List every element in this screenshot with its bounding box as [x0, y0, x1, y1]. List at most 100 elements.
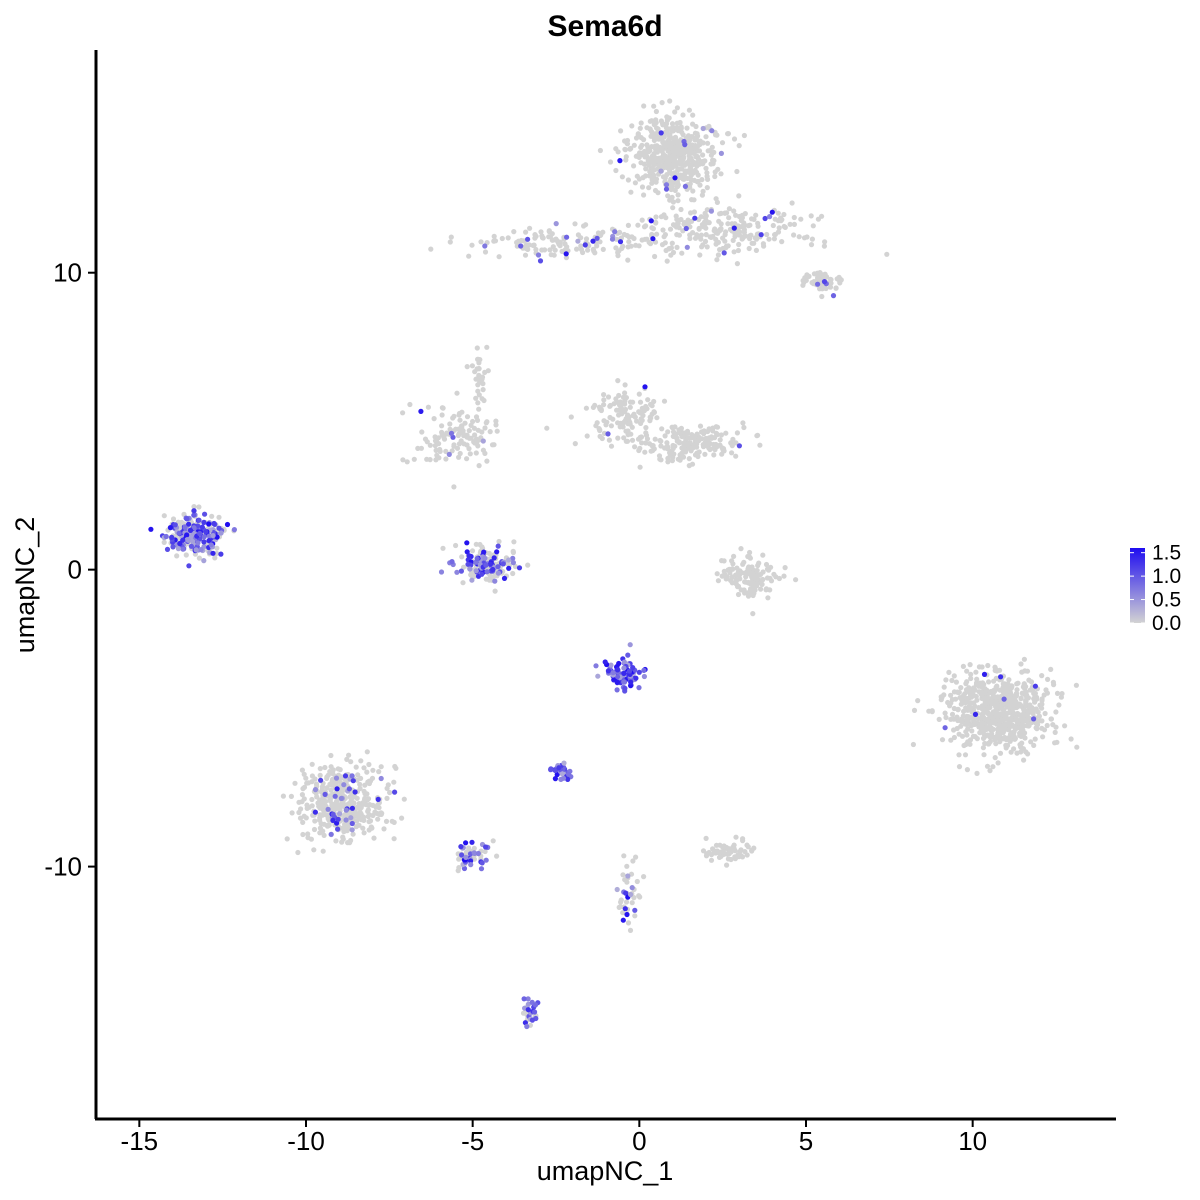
cell-point — [464, 456, 470, 462]
cell-point — [809, 280, 815, 286]
cell-point — [177, 540, 183, 547]
cell-point — [609, 236, 616, 242]
cell-point — [632, 907, 638, 913]
cell-point — [552, 247, 558, 253]
cell-point — [195, 540, 201, 546]
cell-point — [679, 434, 685, 440]
cell-point — [164, 546, 171, 553]
cell-point — [482, 249, 489, 255]
cell-point — [822, 239, 828, 245]
cell-point — [299, 767, 305, 773]
cell-point — [322, 791, 328, 798]
cell-point — [1024, 712, 1030, 718]
cell-point — [782, 565, 788, 571]
cell-point — [629, 437, 636, 443]
cell-point — [769, 209, 775, 215]
cell-point — [661, 398, 668, 404]
cell-point — [622, 906, 628, 912]
cell-point — [387, 789, 393, 796]
cell-point — [474, 556, 480, 562]
cell-point — [348, 815, 354, 821]
cell-point — [539, 235, 546, 241]
cell-point — [650, 168, 656, 174]
cell-point — [374, 804, 381, 810]
cell-point — [1021, 656, 1027, 662]
cell-point — [688, 142, 694, 148]
cell-point — [476, 392, 482, 398]
cell-point — [771, 236, 778, 242]
colorbar-ticks: 0.00.51.01.5 — [1130, 542, 1181, 635]
cell-point — [608, 443, 615, 449]
cell-point — [175, 546, 181, 552]
cell-point — [664, 114, 670, 120]
cell-point — [628, 243, 634, 249]
cell-point — [510, 570, 516, 577]
cell-point — [337, 811, 343, 817]
cell-point — [981, 702, 987, 708]
cell-point — [690, 112, 696, 118]
cell-point — [529, 1017, 536, 1023]
cell-point — [364, 802, 370, 808]
cell-point — [668, 252, 674, 258]
cell-point — [615, 149, 621, 155]
cell-point — [670, 149, 677, 155]
cell-point — [345, 821, 351, 828]
cell-point — [726, 215, 732, 221]
cell-point — [637, 894, 643, 900]
cell-point — [631, 895, 637, 901]
cell-point — [206, 521, 212, 527]
cell-point — [411, 456, 417, 462]
x-tick-label: 5 — [799, 1126, 813, 1156]
cell-point — [646, 185, 652, 191]
cell-point — [681, 176, 687, 182]
cell-point — [629, 900, 635, 906]
cell-point — [399, 815, 405, 821]
cell-point — [672, 139, 679, 145]
cell-point — [548, 767, 554, 773]
cell-point — [713, 236, 719, 242]
cell-point — [651, 137, 658, 143]
cell-point — [642, 154, 648, 160]
cell-point — [1039, 725, 1045, 731]
cell-point — [936, 716, 942, 723]
cell-point — [214, 545, 220, 551]
cell-point — [583, 405, 590, 411]
cell-point — [317, 817, 323, 823]
cell-point — [695, 172, 701, 178]
cell-point — [378, 775, 384, 782]
cell-point — [511, 229, 517, 235]
cell-point — [614, 674, 621, 680]
cell-point — [791, 221, 798, 227]
cell-point — [821, 279, 828, 285]
cell-point — [758, 232, 764, 238]
cell-point — [672, 424, 678, 430]
cell-point — [525, 562, 531, 568]
cell-point — [659, 242, 666, 248]
cell-point — [628, 891, 634, 898]
cell-point — [697, 423, 704, 429]
cell-point — [1031, 690, 1037, 697]
cell-point — [206, 538, 212, 544]
cell-point — [574, 246, 580, 252]
cell-point — [366, 780, 372, 787]
cell-point — [443, 456, 449, 462]
cell-point — [641, 408, 648, 414]
cell-point — [448, 430, 455, 436]
cell-point — [763, 561, 770, 568]
cell-point — [629, 424, 635, 430]
cell-point — [968, 671, 974, 677]
cell-point — [714, 571, 720, 577]
cell-point — [800, 278, 806, 284]
cell-point — [990, 726, 996, 733]
cell-point — [691, 197, 697, 203]
cell-point — [364, 749, 370, 755]
cell-point — [649, 129, 655, 135]
x-axis-title: umapNC_1 — [537, 1156, 674, 1186]
cell-point — [690, 230, 696, 236]
cell-point — [686, 169, 692, 175]
cell-point — [1018, 661, 1024, 667]
cell-point — [621, 231, 627, 238]
cell-point — [299, 799, 305, 805]
cell-point — [704, 851, 710, 857]
cell-point — [627, 404, 633, 410]
